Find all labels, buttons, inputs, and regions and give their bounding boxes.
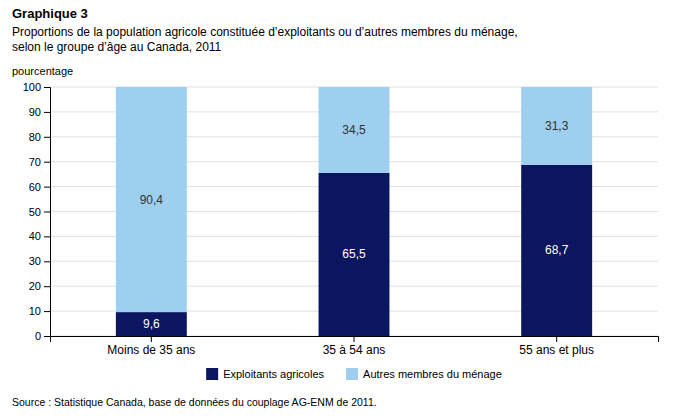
legend: Exploitants agricoles Autres membres du m… [206,368,502,380]
data-label: 34,5 [342,123,366,137]
y-tick-label: 30 [29,255,41,267]
y-tick: 0 [35,330,50,342]
grid [50,87,658,336]
y-tick-mark [44,286,50,287]
y-tick: 90 [29,106,50,118]
subtitle: Proportions de la population agricole co… [12,25,518,54]
legend-item: Autres membres du ménage [346,368,502,380]
chart: Graphique 3 Proportions de la population … [0,0,682,418]
data-label: 31,3 [545,119,569,133]
y-tick-label: 40 [29,230,41,242]
y-tick-mark [44,212,50,213]
data-label: 65,5 [342,247,366,261]
title: Graphique 3 [12,6,88,21]
y-tick-label: 100 [23,81,41,93]
series [116,165,592,336]
x-tick: 35 à 54 ans [323,336,386,357]
y-tick-label: 70 [29,156,41,168]
y-tick-mark [44,187,50,188]
x-tick-label: Moins de 35 ans [107,343,195,357]
y-tick: 20 [29,280,50,292]
y-tick-label: 10 [29,305,41,317]
x-axis: Moins de 35 ans 35 à 54 ans 55 ans et plus [51,336,659,357]
annotation: Source : Statistique Canada, base de don… [12,396,377,408]
bar [521,165,592,336]
data-label: 90,4 [140,193,164,207]
subtitle-line: selon le groupe d’âge au Canada, 2011 [12,40,222,54]
legend-swatch [346,368,358,380]
y-tick: 50 [29,206,50,218]
legend-swatch [206,368,218,380]
y-tick: 70 [29,156,50,168]
data-label: 9,6 [143,317,160,331]
legend-label: Autres membres du ménage [363,368,502,380]
data-labels: 9,6 65,5 68,7 90,4 34,5 31,3 [140,119,569,331]
y-axis-line [44,88,51,337]
y-axis-label: pourcentage [12,65,73,77]
y-tick-label: 60 [29,181,41,193]
y-tick: 10 [29,305,50,317]
y-tick-mark [44,336,50,337]
y-tick-mark [44,162,50,163]
series [116,87,592,312]
bar [319,87,390,173]
bar [319,173,390,336]
y-tick-mark [44,112,50,113]
y-tick-mark [44,87,50,88]
bars [116,87,592,336]
legend-item: Exploitants agricoles [206,368,324,380]
y-axis: 0 10 20 30 40 50 60 70 80 90 100 [23,81,51,342]
x-axis-line [51,337,659,343]
y-tick-label: 0 [35,330,41,342]
x-tick-mark [354,336,355,342]
y-tick-mark [44,311,50,312]
x-tick: Moins de 35 ans [107,336,195,357]
y-tick-label: 80 [29,131,41,143]
bar [116,312,187,336]
y-tick-mark [44,236,50,237]
y-tick-label: 90 [29,106,41,118]
data-label: 68,7 [545,243,569,257]
x-tick: 55 ans et plus [519,336,594,357]
x-tick-mark [151,336,152,342]
y-tick-mark [44,137,50,138]
y-tick-label: 50 [29,206,41,218]
y-tick-label: 20 [29,280,41,292]
subtitle-line: Proportions de la population agricole co… [12,25,518,39]
y-tick: 30 [29,255,50,267]
x-tick-mark [556,336,557,342]
x-tick-label: 55 ans et plus [519,343,594,357]
y-tick: 100 [23,81,50,93]
bar [521,87,592,165]
y-tick: 40 [29,230,50,242]
bar [116,87,187,312]
y-tick-mark [44,261,50,262]
plot: 9,6 65,5 68,7 90,4 34,5 31,3 0 10 20 30 40 50 60 70 80… [23,81,659,357]
y-tick: 60 [29,181,50,193]
y-tick: 80 [29,131,50,143]
x-tick-label: 35 à 54 ans [323,343,386,357]
legend-label: Exploitants agricoles [223,368,324,380]
